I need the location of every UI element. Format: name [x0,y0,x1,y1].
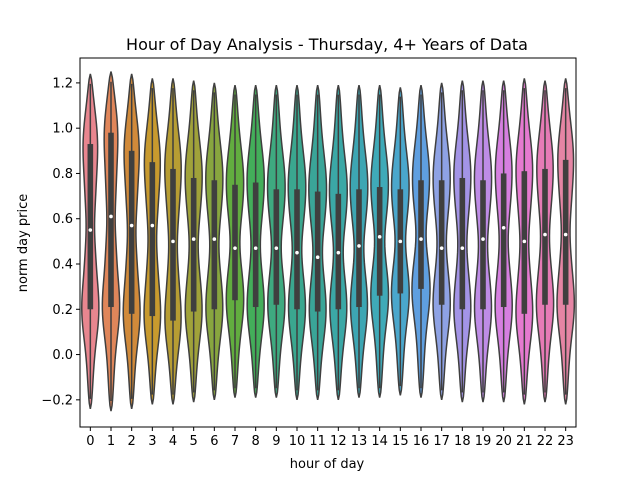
x-tick-label: 22 [537,434,554,449]
x-tick-label: 4 [169,434,177,449]
x-tick-label: 16 [413,434,430,449]
x-tick-label: 14 [371,434,388,449]
x-tick-label: 13 [351,434,368,449]
violin-iqr-box [542,168,548,305]
x-tick-label: 15 [392,434,409,449]
x-axis: 0 1 2 3 4 5 6 7 8 9 10 11 12 13 14 15 16 17 18 19 20 21 22 23 [86,427,574,449]
violin-median-dot [357,244,361,248]
violin-iqr-box [459,177,466,310]
violin-iqr-box [170,168,176,321]
violin-median-dot [481,237,485,241]
violin-iqr-box [356,189,362,308]
violin-iqr-box [87,144,94,310]
x-tick-label: 6 [210,434,218,449]
violin-median-dot [109,214,113,219]
violin-median-dot [439,246,444,250]
violin-median-dot [253,246,258,250]
plot-frame [79,57,577,428]
violin-median-dot [171,239,175,244]
violin-iqr-box [128,150,135,314]
violin-median-dot [88,228,93,232]
x-tick-label: 12 [330,434,347,449]
violin-iqr-box [211,180,218,310]
x-tick-label: 3 [148,434,156,449]
violin-iqr-box [376,187,383,296]
violin-median-dot [191,237,196,241]
x-tick-label: 17 [433,434,450,449]
violin-iqr-box [480,180,486,310]
x-tick-label: 10 [289,434,306,449]
violin-iqr-box [294,189,300,310]
x-axis-label: hour of day [290,457,365,472]
violin-iqr-box [108,132,114,308]
violin-iqr-box [252,182,259,308]
violin-iqr-box [232,184,238,301]
violin-iqr-box [190,177,197,312]
y-tick-label: −0.2 [41,393,73,408]
y-tick-label: 0.2 [52,303,73,318]
violin-median-dot [543,232,547,237]
y-tick-label: 0.6 [52,212,73,227]
violin-iqr-box [149,162,156,317]
y-tick-label: 0.4 [52,258,73,273]
chart-title: Hour of Day Analysis - Thursday, 4+ Year… [126,35,528,54]
violin-median-dot [522,239,527,244]
violin-median-dot [398,239,403,244]
violin-median-dot [129,223,134,228]
violin-median-dot [315,255,320,260]
violin-median-dot [212,237,217,241]
x-tick-label: 9 [272,434,280,449]
violin-median-dot [460,246,465,250]
x-tick-label: 19 [475,434,492,449]
violin-median-dot [233,246,237,250]
x-tick-label: 18 [454,434,471,449]
violin-iqr-box [500,173,507,308]
x-tick-label: 11 [309,434,326,449]
violin-median-dot [377,235,382,239]
x-tick-label: 5 [190,434,198,449]
y-tick-label: 1.2 [52,76,73,91]
violin-median-dot [150,223,155,228]
y-tick-label: 0.8 [52,167,73,182]
x-tick-label: 0 [86,434,94,449]
x-tick-label: 1 [107,434,115,449]
y-tick-label: 1.0 [52,122,73,137]
violin-iqr-box [562,159,569,305]
y-axis-label: norm day price [16,194,31,293]
violin-median-dot [501,225,506,230]
violin-iqr-box [314,191,321,312]
violin-median-dot [336,250,341,255]
violin-median-dot [295,250,299,255]
x-tick-label: 20 [495,434,512,449]
x-tick-label: 8 [252,434,260,449]
y-axis: −0.2 0.0 0.2 0.4 0.6 0.8 1.0 1.2 [41,76,80,408]
x-tick-label: 23 [557,434,574,449]
violin-median-dot [419,237,423,241]
x-tick-label: 21 [516,434,533,449]
x-tick-label: 2 [128,434,136,449]
violin-median-dot [563,232,568,237]
x-tick-label: 7 [231,434,239,449]
violin-group [81,71,576,412]
violin-median-dot [274,246,279,250]
violin-iqr-box [418,180,424,289]
violin-iqr-box [438,180,445,305]
y-tick-label: 0.0 [52,348,73,363]
